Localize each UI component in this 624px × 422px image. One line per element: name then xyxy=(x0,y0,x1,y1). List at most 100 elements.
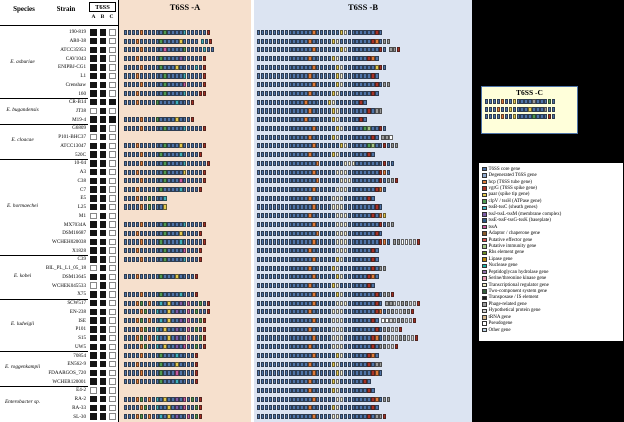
gene-block xyxy=(371,239,375,245)
gene-block xyxy=(183,90,187,97)
gene-block xyxy=(390,291,395,297)
gene-block xyxy=(127,309,132,315)
gene-block xyxy=(183,186,187,193)
gene-block xyxy=(187,125,191,132)
gene-block xyxy=(296,152,300,158)
gene-row-a xyxy=(124,248,203,254)
gene-block xyxy=(304,152,308,158)
gene-block xyxy=(183,230,187,236)
gene-block xyxy=(296,361,300,367)
gene-block xyxy=(367,213,371,219)
gene-block xyxy=(316,152,320,158)
gene-block xyxy=(316,186,320,193)
presence-cell-c xyxy=(109,177,116,185)
gene-block xyxy=(135,160,140,166)
gene-block xyxy=(179,221,183,228)
gene-block xyxy=(327,160,332,166)
gene-block xyxy=(272,300,277,306)
gene-block xyxy=(304,47,308,53)
gene-block xyxy=(379,38,383,44)
gene-block xyxy=(383,309,387,315)
gene-block xyxy=(323,352,328,359)
gene-block xyxy=(359,361,363,367)
gene-block xyxy=(272,99,277,105)
gene-block xyxy=(375,55,379,62)
gene-block xyxy=(288,326,292,332)
gene-block xyxy=(139,274,144,280)
gene-block xyxy=(485,113,489,120)
strain-label: CAV1043 xyxy=(65,55,86,62)
gene-block xyxy=(394,344,399,350)
gene-block xyxy=(139,230,144,236)
gene-block xyxy=(155,195,159,201)
gene-block xyxy=(367,239,371,245)
gene-block xyxy=(363,221,367,228)
gene-block xyxy=(264,55,269,62)
gene-block xyxy=(151,99,155,105)
presence-cell-b xyxy=(99,413,106,420)
gene-block xyxy=(284,414,288,420)
gene-block xyxy=(264,283,269,289)
gene-block xyxy=(335,29,340,35)
gene-block xyxy=(339,326,344,332)
gene-block xyxy=(355,47,359,53)
strain-label: ISE xyxy=(78,317,86,324)
gene-block xyxy=(135,352,140,359)
gene-block xyxy=(296,221,300,228)
gene-block xyxy=(135,414,140,420)
gene-block xyxy=(524,99,528,105)
gene-block xyxy=(143,414,148,420)
gene-block xyxy=(339,64,344,70)
gene-block xyxy=(276,309,281,315)
gene-block xyxy=(179,256,183,263)
gene-block xyxy=(339,239,344,245)
gene-block xyxy=(257,309,261,315)
presence-cell-b xyxy=(99,125,106,132)
gene-block xyxy=(331,204,336,210)
gene-block xyxy=(147,300,152,306)
gene-row-b xyxy=(257,248,379,254)
gene-row-a xyxy=(124,125,207,132)
gene-block xyxy=(179,73,183,79)
gene-block xyxy=(268,73,273,79)
gene-block xyxy=(308,195,312,201)
gene-block xyxy=(131,64,136,70)
gene-row-c xyxy=(485,106,574,112)
gene-block xyxy=(335,361,340,367)
gene-block xyxy=(284,29,288,35)
gene-block xyxy=(300,47,304,53)
gene-block xyxy=(257,108,261,114)
gene-block xyxy=(316,82,320,88)
strain-label: 520C xyxy=(74,151,86,158)
gene-block xyxy=(260,344,265,350)
gene-block xyxy=(272,152,277,158)
gene-block xyxy=(198,309,203,315)
legend-item: clpV / tssH (ATPase gene) xyxy=(481,198,621,204)
gene-block xyxy=(159,99,163,105)
gene-block xyxy=(187,73,191,79)
presence-cell-b xyxy=(99,282,106,289)
presence-cell-a xyxy=(90,352,97,359)
gene-block xyxy=(257,379,261,385)
gene-block xyxy=(194,291,199,297)
gene-block xyxy=(323,326,328,332)
gene-block xyxy=(124,204,128,210)
gene-block xyxy=(183,99,187,105)
gene-block xyxy=(131,152,136,158)
gene-block xyxy=(300,379,304,385)
gene-block xyxy=(194,125,199,132)
strain-label: 160 xyxy=(78,90,86,97)
gene-block xyxy=(304,300,308,306)
gene-block xyxy=(296,125,300,132)
gene-block xyxy=(268,186,273,193)
gene-block xyxy=(347,169,351,175)
gene-block xyxy=(292,82,296,88)
legend-label: tssA xyxy=(488,224,498,230)
gene-block xyxy=(194,396,199,402)
gene-block xyxy=(331,274,336,280)
presence-cell-a xyxy=(90,264,97,272)
gene-block xyxy=(320,108,324,114)
gene-block xyxy=(147,221,152,228)
gene-block xyxy=(292,99,296,105)
gene-block xyxy=(264,387,269,394)
